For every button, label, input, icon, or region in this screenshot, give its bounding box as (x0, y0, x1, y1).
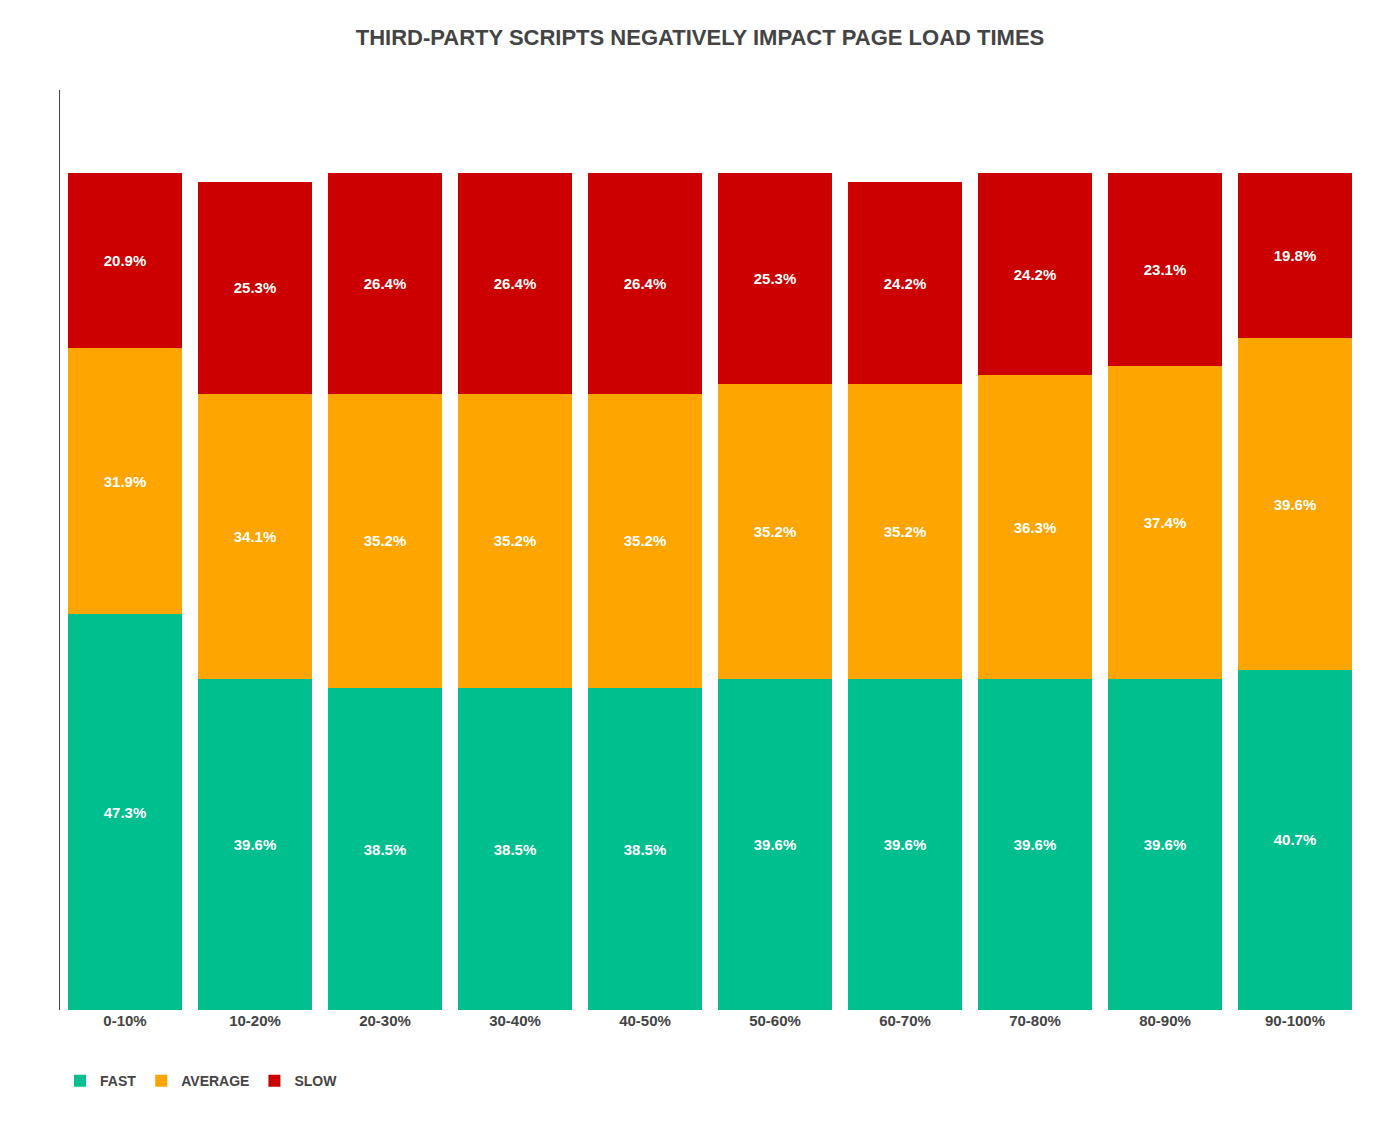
svg-text:90-100%: 90-100% (1265, 1012, 1325, 1029)
svg-text:26.4%: 26.4% (494, 275, 537, 292)
svg-text:39.6%: 39.6% (1014, 836, 1057, 853)
svg-text:31.9%: 31.9% (104, 473, 147, 490)
svg-text:35.2%: 35.2% (884, 523, 927, 540)
svg-text:0-10%: 0-10% (103, 1012, 146, 1029)
svg-text:40.7%: 40.7% (1274, 831, 1317, 848)
svg-text:60-70%: 60-70% (879, 1012, 931, 1029)
svg-text:SLOW: SLOW (294, 1073, 337, 1089)
svg-text:FAST: FAST (100, 1073, 136, 1089)
svg-text:26.4%: 26.4% (624, 275, 667, 292)
svg-text:24.2%: 24.2% (1014, 266, 1057, 283)
svg-text:20.9%: 20.9% (104, 252, 147, 269)
svg-text:35.2%: 35.2% (494, 532, 537, 549)
svg-text:35.2%: 35.2% (364, 532, 407, 549)
svg-text:24.2%: 24.2% (884, 275, 927, 292)
svg-text:39.6%: 39.6% (234, 836, 277, 853)
svg-text:40-50%: 40-50% (619, 1012, 671, 1029)
svg-text:38.5%: 38.5% (494, 841, 537, 858)
svg-text:39.6%: 39.6% (1274, 496, 1317, 513)
svg-text:80-90%: 80-90% (1139, 1012, 1191, 1029)
svg-text:10-20%: 10-20% (229, 1012, 281, 1029)
svg-text:25.3%: 25.3% (754, 270, 797, 287)
svg-text:35.2%: 35.2% (754, 523, 797, 540)
svg-text:36.3%: 36.3% (1014, 519, 1057, 536)
svg-text:23.1%: 23.1% (1144, 261, 1187, 278)
svg-text:38.5%: 38.5% (364, 841, 407, 858)
svg-text:26.4%: 26.4% (364, 275, 407, 292)
svg-text:THIRD-PARTY SCRIPTS NEGATIVELY: THIRD-PARTY SCRIPTS NEGATIVELY IMPACT PA… (356, 25, 1045, 50)
svg-text:39.6%: 39.6% (884, 836, 927, 853)
svg-text:39.6%: 39.6% (754, 836, 797, 853)
svg-text:47.3%: 47.3% (104, 804, 147, 821)
svg-text:38.5%: 38.5% (624, 841, 667, 858)
svg-text:50-60%: 50-60% (749, 1012, 801, 1029)
svg-text:25.3%: 25.3% (234, 279, 277, 296)
svg-text:20-30%: 20-30% (359, 1012, 411, 1029)
svg-text:AVERAGE: AVERAGE (181, 1073, 249, 1089)
svg-text:37.4%: 37.4% (1144, 514, 1187, 531)
svg-text:34.1%: 34.1% (234, 528, 277, 545)
svg-text:35.2%: 35.2% (624, 532, 667, 549)
svg-text:39.6%: 39.6% (1144, 836, 1187, 853)
svg-text:70-80%: 70-80% (1009, 1012, 1061, 1029)
svg-text:19.8%: 19.8% (1274, 247, 1317, 264)
svg-text:30-40%: 30-40% (489, 1012, 541, 1029)
